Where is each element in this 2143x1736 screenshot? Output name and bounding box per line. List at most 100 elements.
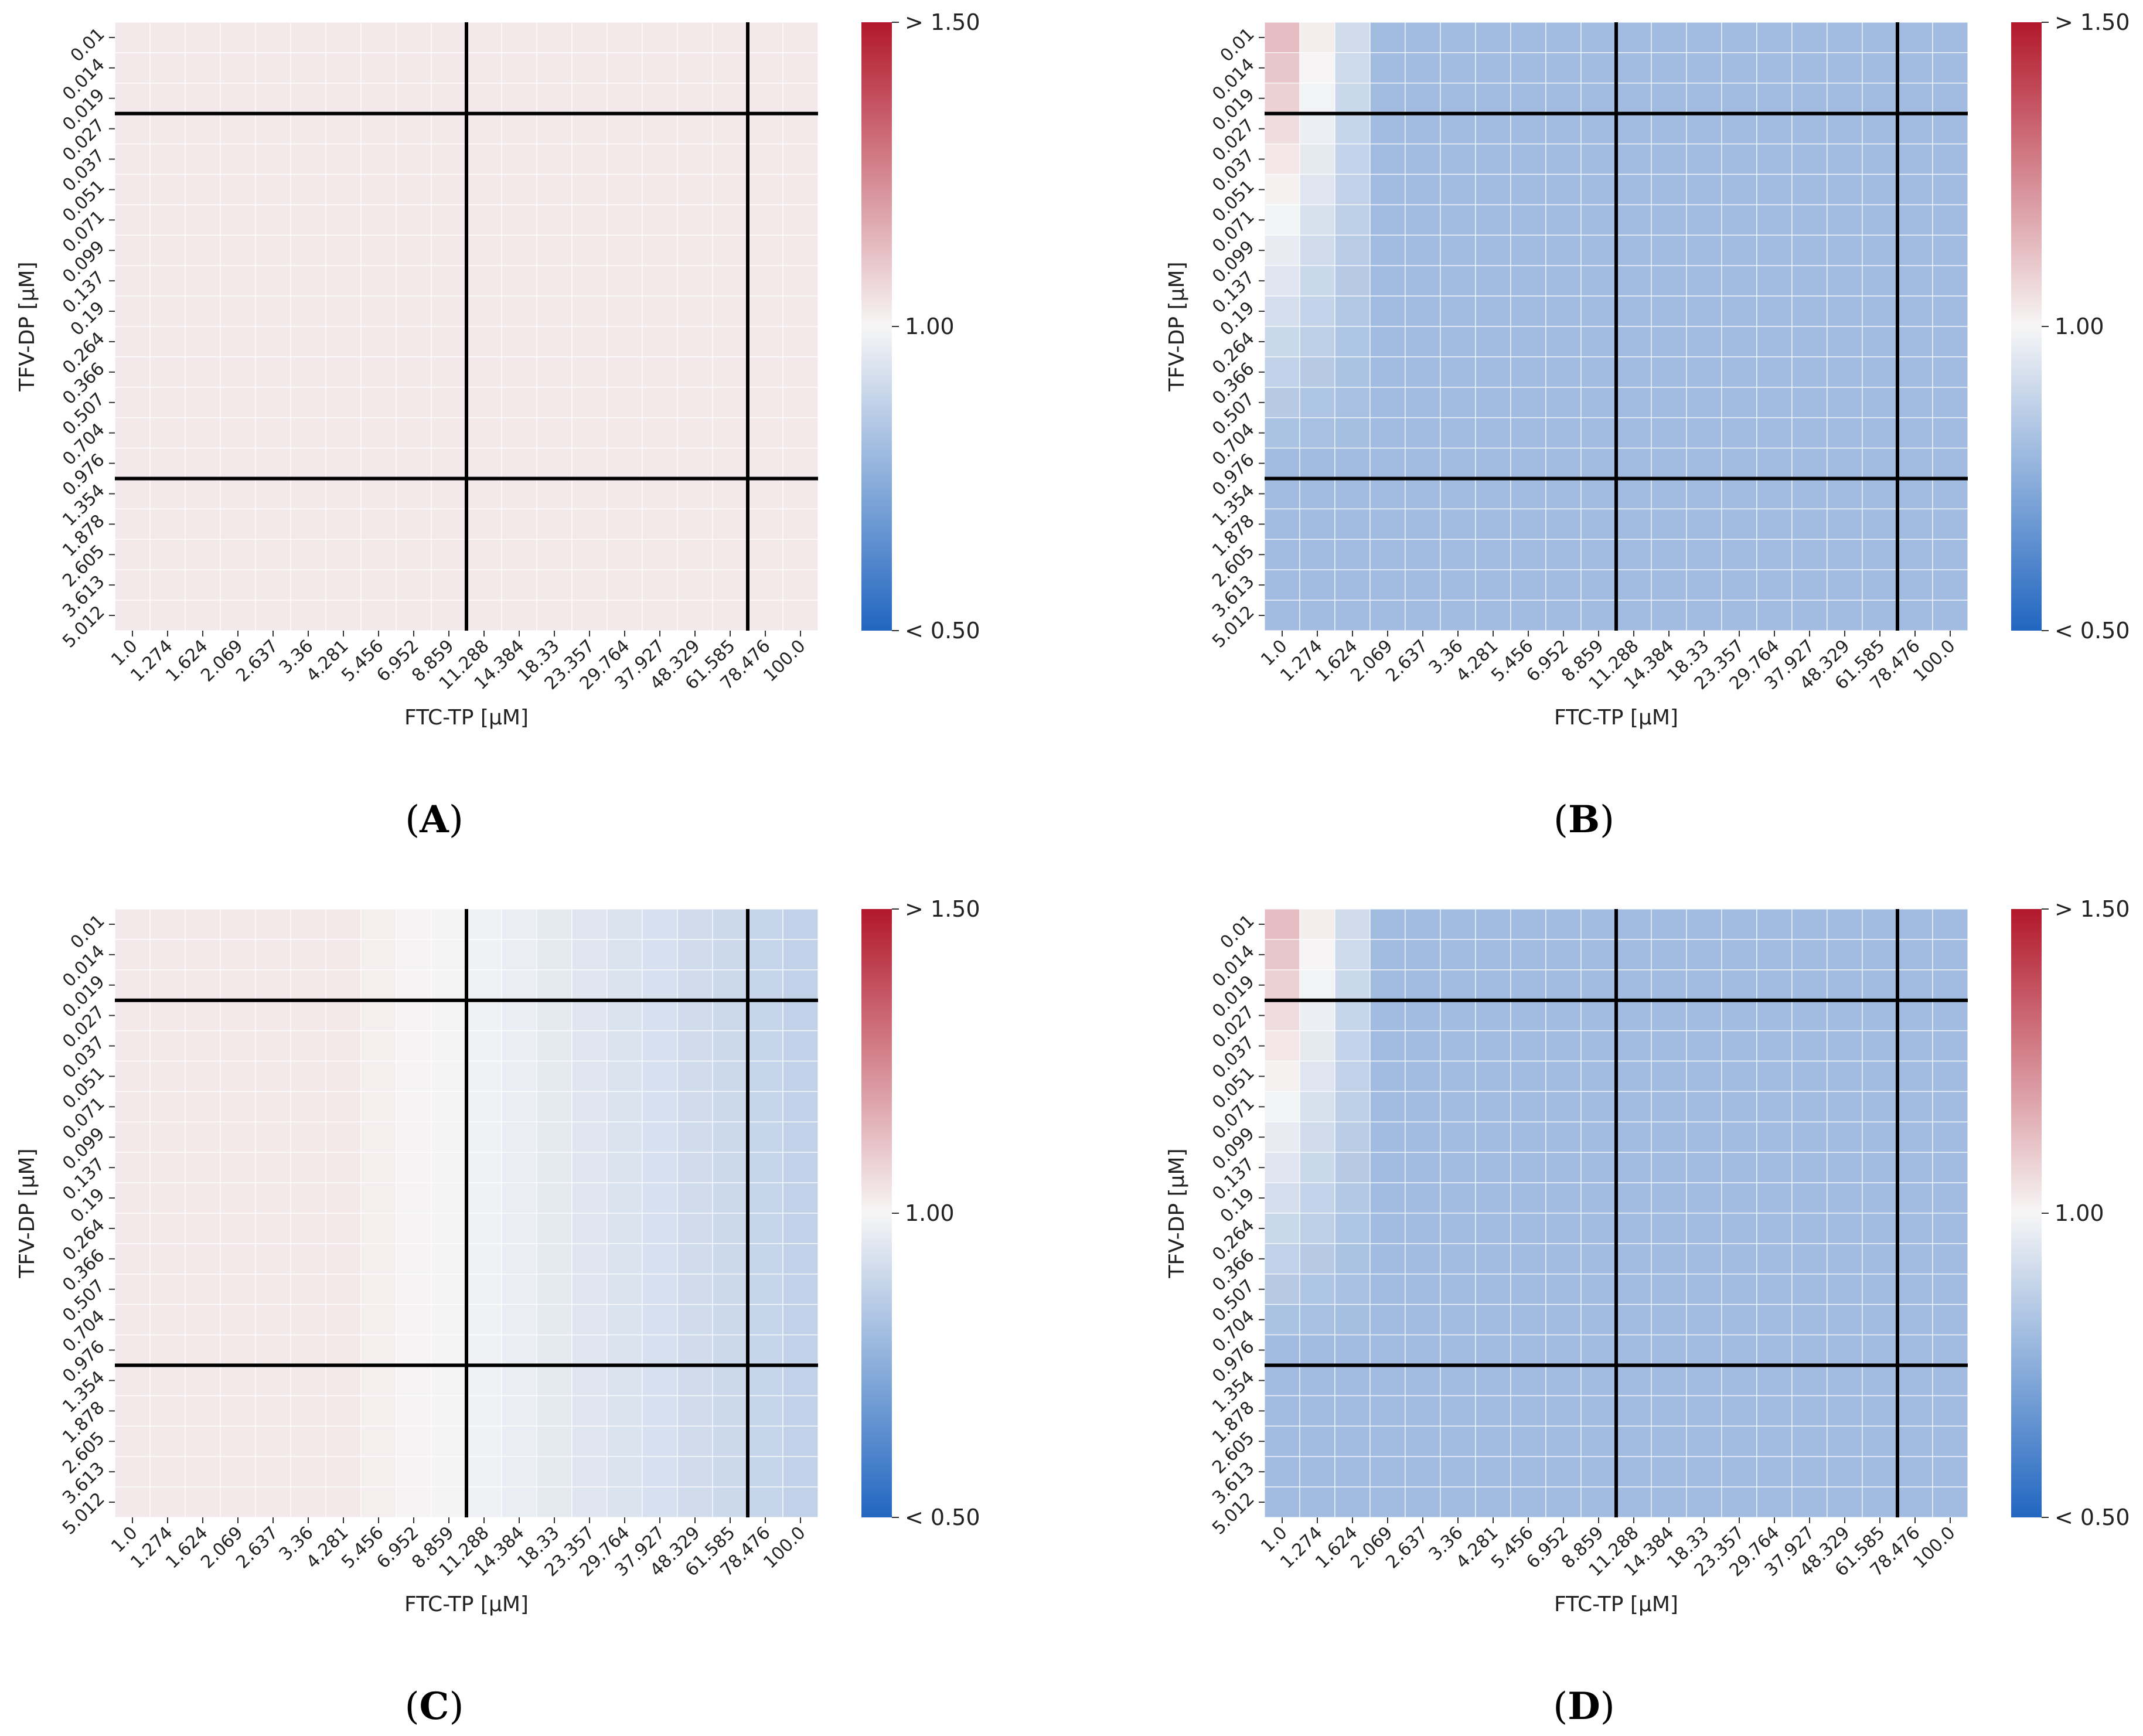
panel-label: (B) bbox=[1553, 798, 1614, 842]
heatmap-cell bbox=[431, 939, 467, 971]
heatmap-cell bbox=[782, 1425, 819, 1457]
heatmap-cell bbox=[1897, 295, 1933, 327]
heatmap-cell bbox=[290, 1456, 326, 1487]
heatmap-cell bbox=[431, 1152, 467, 1183]
heatmap-cell bbox=[431, 478, 467, 510]
heatmap-cell bbox=[1827, 1425, 1863, 1457]
heatmap-cell bbox=[1616, 1213, 1652, 1244]
heatmap-cell bbox=[1651, 1091, 1687, 1123]
y-tick-label: 0.01 bbox=[1217, 24, 1259, 66]
heatmap-cell bbox=[1932, 1243, 1968, 1275]
heatmap-cell bbox=[1756, 204, 1793, 236]
heatmap-cell bbox=[1686, 1274, 1722, 1305]
heatmap-cell bbox=[1616, 1030, 1652, 1062]
heatmap-cell bbox=[114, 356, 151, 388]
heatmap-cell bbox=[501, 1334, 537, 1366]
heatmap-cell bbox=[536, 447, 573, 479]
heatmap-cell bbox=[642, 569, 678, 601]
heatmap-cell bbox=[1545, 22, 1582, 53]
heatmap-cell bbox=[1686, 417, 1722, 449]
heatmap-cell bbox=[431, 1425, 467, 1457]
heatmap-cell bbox=[114, 1395, 151, 1427]
heatmap-cell bbox=[1369, 1274, 1406, 1305]
heatmap-cell bbox=[1862, 22, 1898, 53]
heatmap-cell bbox=[255, 999, 291, 1032]
heatmap-cell bbox=[325, 234, 362, 266]
heatmap-cell bbox=[782, 1091, 819, 1123]
heatmap-cell bbox=[185, 1486, 221, 1518]
heatmap-cell bbox=[185, 326, 221, 358]
heatmap-cell bbox=[1756, 600, 1793, 631]
heatmap-cell bbox=[1651, 417, 1687, 449]
heatmap-cell bbox=[536, 22, 573, 53]
heatmap-cell bbox=[1475, 508, 1511, 540]
heatmap-cell bbox=[571, 478, 608, 510]
heatmap-cell bbox=[325, 1030, 362, 1062]
heatmap-cell bbox=[466, 1425, 502, 1457]
heatmap-cell bbox=[1440, 1030, 1476, 1062]
heatmap-cell bbox=[325, 508, 362, 540]
heatmap-cell bbox=[1616, 356, 1652, 388]
heatmap-cell bbox=[642, 600, 678, 631]
heatmap-cell bbox=[782, 1152, 819, 1183]
heatmap-cell bbox=[255, 1091, 291, 1123]
heatmap-cell bbox=[782, 539, 819, 570]
heatmap-cell bbox=[1545, 569, 1582, 601]
heatmap-cell bbox=[1756, 1456, 1793, 1487]
heatmap-cell bbox=[290, 1091, 326, 1123]
heatmap-cell bbox=[1932, 1364, 1968, 1397]
y-axis-label: TFV-DP [µM] bbox=[15, 1148, 39, 1278]
heatmap-cell bbox=[1756, 1243, 1793, 1275]
heatmap-cell bbox=[1475, 1182, 1511, 1214]
heatmap-cell bbox=[571, 939, 608, 971]
heatmap-cell bbox=[255, 539, 291, 570]
heatmap-cell bbox=[466, 173, 502, 206]
heatmap-cell bbox=[220, 1303, 256, 1336]
heatmap-cell bbox=[1334, 969, 1371, 1001]
heatmap-cell bbox=[1932, 113, 1968, 145]
reference-lines bbox=[115, 909, 818, 1517]
heatmap-cell bbox=[782, 478, 819, 510]
heatmap-cell bbox=[431, 387, 467, 418]
heatmap-cell bbox=[1756, 173, 1793, 206]
heatmap-cell bbox=[782, 1456, 819, 1487]
heatmap-cell bbox=[1791, 1213, 1828, 1244]
heatmap-cell bbox=[782, 508, 819, 540]
heatmap-cell bbox=[360, 569, 397, 601]
heatmap-cell bbox=[1616, 1243, 1652, 1275]
heatmap-cell bbox=[1369, 1213, 1406, 1244]
heatmap-cell bbox=[677, 969, 713, 1001]
heatmap-cell bbox=[149, 1243, 186, 1275]
heatmap-cell bbox=[290, 387, 326, 418]
heatmap-cell bbox=[1791, 22, 1828, 53]
heatmap-cell bbox=[1545, 295, 1582, 327]
heatmap-cell bbox=[1756, 1334, 1793, 1366]
heatmap-cell bbox=[431, 508, 467, 540]
heatmap-cell bbox=[747, 1334, 783, 1366]
heatmap-cell bbox=[1791, 234, 1828, 266]
heatmap-cell bbox=[1932, 22, 1968, 53]
heatmap-cell bbox=[1405, 1243, 1441, 1275]
heatmap-cell bbox=[712, 908, 748, 940]
heatmap-cell bbox=[1475, 999, 1511, 1032]
heatmap-cell bbox=[677, 1243, 713, 1275]
heatmap-cell bbox=[185, 539, 221, 570]
heatmap-cell bbox=[1686, 1364, 1722, 1397]
heatmap-cell bbox=[149, 999, 186, 1032]
heatmap-cell bbox=[149, 295, 186, 327]
heatmap-cell bbox=[1580, 417, 1617, 449]
heatmap-cell bbox=[1827, 1182, 1863, 1214]
heatmap-cell bbox=[1440, 417, 1476, 449]
heatmap-cell bbox=[677, 1121, 713, 1153]
heatmap-cell bbox=[1334, 600, 1371, 631]
heatmap-cell bbox=[396, 1274, 432, 1305]
heatmap-cell bbox=[114, 295, 151, 327]
heatmap-cell bbox=[1510, 204, 1546, 236]
heatmap-cell bbox=[712, 52, 748, 84]
heatmap-cell bbox=[466, 600, 502, 631]
heatmap-cell bbox=[1510, 1364, 1546, 1397]
heatmap-cell bbox=[1616, 173, 1652, 206]
heatmap-cell bbox=[1334, 447, 1371, 479]
heatmap-cell bbox=[1510, 908, 1546, 940]
heatmap-cell bbox=[712, 1395, 748, 1427]
